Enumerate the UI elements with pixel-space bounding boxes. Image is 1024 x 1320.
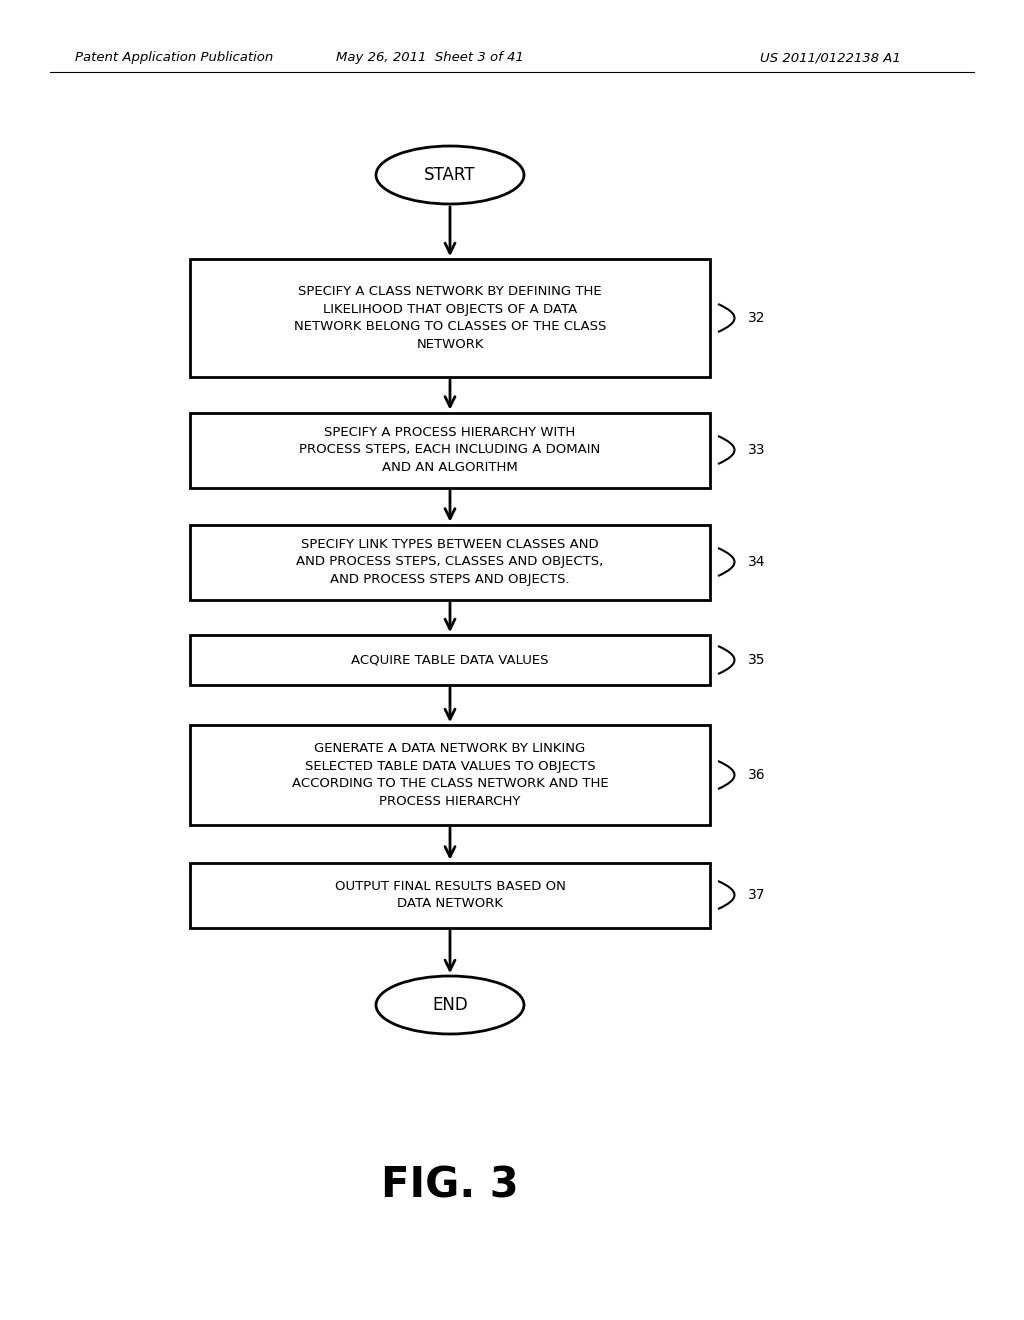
Text: 35: 35 <box>748 653 766 667</box>
Text: 32: 32 <box>748 312 766 325</box>
Text: FIG. 3: FIG. 3 <box>381 1164 519 1206</box>
FancyBboxPatch shape <box>190 412 710 487</box>
Ellipse shape <box>376 147 524 205</box>
Text: ACQUIRE TABLE DATA VALUES: ACQUIRE TABLE DATA VALUES <box>351 653 549 667</box>
Text: May 26, 2011  Sheet 3 of 41: May 26, 2011 Sheet 3 of 41 <box>336 51 524 65</box>
Text: Patent Application Publication: Patent Application Publication <box>75 51 273 65</box>
Ellipse shape <box>376 975 524 1034</box>
Text: 37: 37 <box>748 888 766 902</box>
Text: 33: 33 <box>748 444 766 457</box>
FancyBboxPatch shape <box>190 259 710 378</box>
Text: 34: 34 <box>748 554 766 569</box>
Text: GENERATE A DATA NETWORK BY LINKING
SELECTED TABLE DATA VALUES TO OBJECTS
ACCORDI: GENERATE A DATA NETWORK BY LINKING SELEC… <box>292 742 608 808</box>
FancyBboxPatch shape <box>190 635 710 685</box>
Text: 36: 36 <box>748 768 766 781</box>
FancyBboxPatch shape <box>190 725 710 825</box>
Text: SPECIFY LINK TYPES BETWEEN CLASSES AND
AND PROCESS STEPS, CLASSES AND OBJECTS,
A: SPECIFY LINK TYPES BETWEEN CLASSES AND A… <box>296 539 603 586</box>
FancyBboxPatch shape <box>190 524 710 599</box>
Text: END: END <box>432 997 468 1014</box>
Text: SPECIFY A PROCESS HIERARCHY WITH
PROCESS STEPS, EACH INCLUDING A DOMAIN
AND AN A: SPECIFY A PROCESS HIERARCHY WITH PROCESS… <box>299 426 601 474</box>
Text: OUTPUT FINAL RESULTS BASED ON
DATA NETWORK: OUTPUT FINAL RESULTS BASED ON DATA NETWO… <box>335 879 565 911</box>
Text: START: START <box>424 166 476 183</box>
FancyBboxPatch shape <box>190 862 710 928</box>
Text: US 2011/0122138 A1: US 2011/0122138 A1 <box>760 51 900 65</box>
Text: SPECIFY A CLASS NETWORK BY DEFINING THE
LIKELIHOOD THAT OBJECTS OF A DATA
NETWOR: SPECIFY A CLASS NETWORK BY DEFINING THE … <box>294 285 606 351</box>
